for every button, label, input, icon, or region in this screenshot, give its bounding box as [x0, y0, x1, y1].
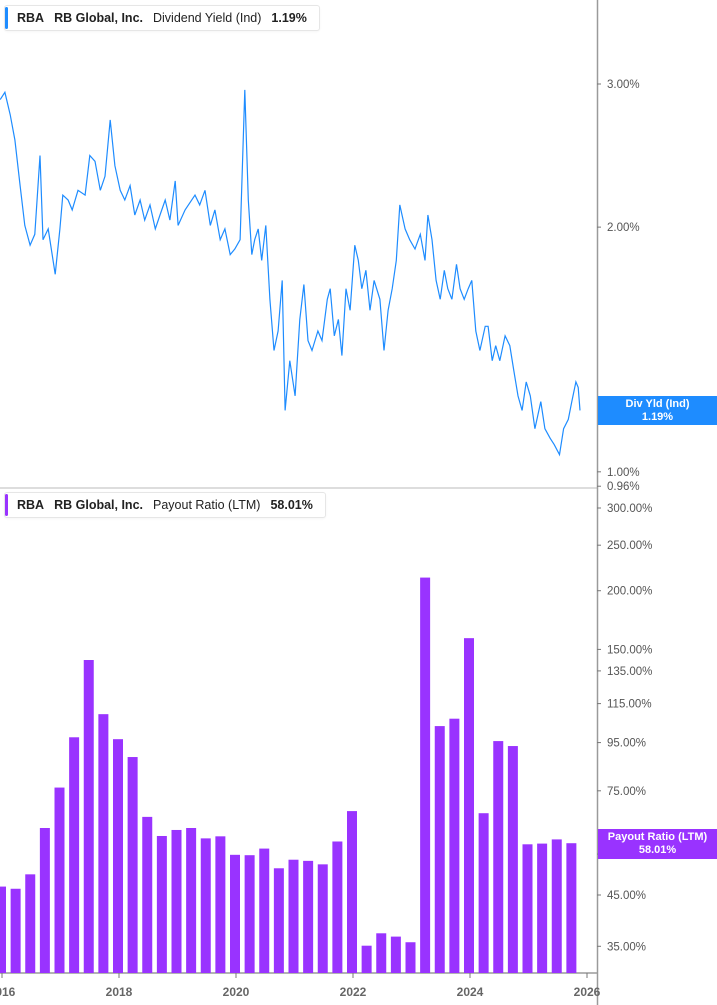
legend-value: 58.01% [270, 498, 313, 512]
y-tick-label: 200.00% [607, 586, 652, 598]
payout-bar [244, 855, 255, 973]
y-tick-label: 135.00% [607, 666, 652, 678]
payout-bar [230, 854, 240, 973]
payout-bar [420, 577, 431, 973]
payout-bar [215, 836, 226, 973]
x-tick-label: 2026 [574, 985, 601, 999]
payout-bar [376, 933, 387, 973]
x-tick-label: 2020 [223, 985, 250, 999]
yield-last-value-tag: Div Yld (Ind) 1.19% [598, 396, 717, 425]
y-tick-label: 3.00% [607, 79, 640, 91]
x-tick-label: 2016 [0, 985, 16, 999]
payout-bar [142, 816, 153, 973]
x-tick-label: 2018 [106, 985, 133, 999]
top-legend: RBA RB Global, Inc. Dividend Yield (Ind)… [4, 5, 320, 31]
payout-bar [537, 843, 548, 973]
y-tick-label: 115.00% [607, 699, 652, 711]
payout-bar [464, 638, 474, 973]
payout-bar [113, 739, 123, 973]
payout-bar [303, 860, 314, 973]
payout-bar [361, 945, 372, 973]
x-tick-label: 2024 [457, 985, 484, 999]
payout-bar [83, 660, 94, 973]
y-tick-label: 75.00% [607, 786, 646, 798]
legend-company: RB Global, Inc. [54, 498, 143, 512]
y-tick-label: 45.00% [607, 890, 646, 902]
payout-bar [171, 829, 182, 973]
y-tick-label: 0.96% [607, 481, 640, 493]
payout-bar [259, 848, 270, 973]
tag-label: Div Yld (Ind) [625, 398, 690, 410]
payout-bar [127, 757, 138, 973]
y-tick-label: 35.00% [607, 941, 646, 953]
y-tick-label: 300.00% [607, 503, 652, 515]
payout-bar [507, 746, 518, 973]
tag-label: Payout Ratio (LTM) [607, 831, 708, 843]
payout-bar [39, 827, 50, 973]
tag-value: 58.01% [638, 844, 677, 856]
legend-company: RB Global, Inc. [54, 11, 143, 25]
payout-bar [317, 864, 328, 973]
series-color-marker [5, 7, 8, 29]
series-color-marker [5, 494, 8, 516]
legend-value: 1.19% [271, 11, 307, 25]
payout-bar [200, 838, 211, 973]
payout-bar [332, 841, 343, 973]
payout-bar [273, 868, 284, 973]
payout-bar [98, 714, 109, 973]
payout-bar [288, 859, 299, 973]
payout-bar [0, 886, 6, 973]
payout-bar [522, 844, 533, 973]
legend-metric: Dividend Yield (Ind) [153, 11, 262, 25]
dividend-yield-line [0, 89, 581, 457]
y-tick-label: 1.00% [607, 467, 640, 479]
tag-value: 1.19% [641, 411, 674, 423]
payout-bar [478, 813, 489, 973]
payout-last-value-tag: Payout Ratio (LTM) 58.01% [598, 829, 717, 859]
payout-bar [25, 874, 36, 973]
payout-bar [186, 827, 197, 973]
bottom-legend: RBA RB Global, Inc. Payout Ratio (LTM) 5… [4, 492, 326, 518]
legend-ticker: RBA [17, 11, 45, 25]
payout-bar [551, 839, 562, 973]
legend-ticker: RBA [17, 498, 45, 512]
payout-bar [10, 888, 21, 973]
payout-bar [493, 741, 504, 973]
payout-bar [54, 787, 65, 973]
payout-bar [347, 811, 357, 973]
payout-bar [449, 718, 460, 973]
legend-metric: Payout Ratio (LTM) [153, 498, 261, 512]
y-tick-label: 2.00% [607, 222, 640, 234]
x-tick-label: 2022 [340, 985, 367, 999]
payout-bar [434, 726, 445, 973]
payout-bar [156, 835, 167, 973]
y-tick-label: 150.00% [607, 644, 652, 656]
payout-bar [405, 942, 416, 973]
payout-bar [69, 737, 80, 973]
y-tick-label: 250.00% [607, 540, 652, 552]
payout-bar [390, 936, 401, 973]
payout-bar [566, 843, 577, 973]
y-tick-label: 95.00% [607, 738, 646, 750]
